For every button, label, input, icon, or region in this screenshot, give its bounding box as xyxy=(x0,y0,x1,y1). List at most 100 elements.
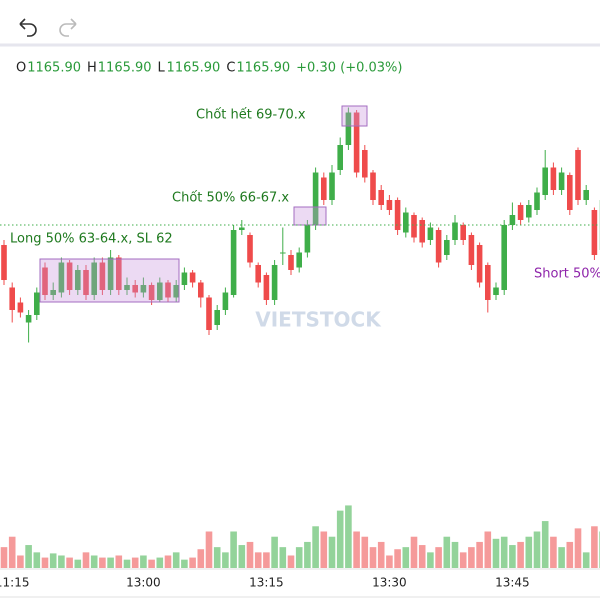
candle-body xyxy=(444,240,450,255)
candle-body xyxy=(592,210,598,255)
volume-bar xyxy=(50,553,57,568)
toolbar xyxy=(0,0,600,44)
volume-bar xyxy=(427,552,434,568)
volume-bar xyxy=(206,532,213,569)
volume-bar xyxy=(534,532,541,569)
volume-bar xyxy=(165,555,172,568)
candle-body xyxy=(370,173,376,201)
candle-body xyxy=(190,273,196,283)
candle-body xyxy=(18,303,24,313)
candle-body xyxy=(264,275,270,300)
volume-bar xyxy=(66,558,73,568)
candle-body xyxy=(231,230,237,295)
annotation: Chốt hết 69-70.x xyxy=(196,108,306,123)
candle-body xyxy=(305,225,311,253)
candle-body xyxy=(206,298,212,331)
volume-bar xyxy=(91,555,98,568)
candle-body xyxy=(477,245,483,283)
volume-bar xyxy=(17,555,24,568)
x-tick-label: 13:30 xyxy=(372,576,407,590)
volume-bar xyxy=(288,555,295,568)
candle-body xyxy=(485,265,491,300)
volume-bar xyxy=(394,549,401,568)
candle-body xyxy=(223,293,229,311)
candle-body xyxy=(583,190,589,200)
candle-body xyxy=(296,253,302,268)
candle-body xyxy=(247,235,253,263)
candle-body xyxy=(403,213,409,233)
volume-bar xyxy=(25,545,32,568)
candle-body xyxy=(501,225,507,290)
volume-bar xyxy=(591,526,598,568)
candle-body xyxy=(428,228,434,241)
x-tick-label: 13:00 xyxy=(126,576,161,590)
volume-bar xyxy=(107,558,114,568)
ohlc-label: L xyxy=(158,61,166,76)
volume-bar xyxy=(304,542,311,568)
volume-bar xyxy=(583,552,590,568)
annotation: Short 50% xyxy=(534,267,600,282)
volume-bar xyxy=(239,545,246,568)
candle-body xyxy=(321,178,327,201)
candle-body xyxy=(567,175,573,210)
candle-body xyxy=(255,265,261,283)
volume-bar xyxy=(42,558,49,568)
volume-bar xyxy=(263,552,270,568)
volume-bar xyxy=(255,552,262,568)
volume-bar xyxy=(411,537,418,568)
candle-body xyxy=(493,288,499,296)
x-tick-label: 13:45 xyxy=(495,576,530,590)
candle-body xyxy=(395,200,401,230)
candle-body xyxy=(182,273,188,286)
candle-body xyxy=(436,230,442,263)
volume-bar xyxy=(501,537,508,568)
watermark: VIETSTOCK xyxy=(255,308,382,332)
candle-body xyxy=(34,293,40,316)
candle-body xyxy=(469,235,475,265)
volume-bar xyxy=(198,549,205,568)
volume-bar xyxy=(132,558,139,568)
ohlc-label: O xyxy=(16,61,26,76)
candle-body xyxy=(280,253,286,254)
volume-bar xyxy=(435,547,442,568)
candle-body xyxy=(26,315,32,323)
candle-body xyxy=(518,205,524,220)
candle-body xyxy=(460,225,466,240)
candle-body xyxy=(575,150,581,200)
candle-body xyxy=(411,215,417,238)
x-tick-label: 13:15 xyxy=(249,576,284,590)
volume-bar xyxy=(460,552,467,568)
volume-bar xyxy=(58,555,65,568)
candle-body xyxy=(272,265,278,300)
candle-body xyxy=(387,200,393,210)
volume-bar xyxy=(99,558,106,568)
volume-bar xyxy=(526,537,533,568)
candle-body xyxy=(337,145,343,170)
ohlc-value: 1165.90 xyxy=(167,61,221,76)
volume-bar xyxy=(271,537,278,568)
volume-bar xyxy=(452,542,459,568)
candle-body xyxy=(214,310,220,325)
take-profit-box xyxy=(294,207,326,225)
candle-body xyxy=(510,215,516,225)
candle-body xyxy=(559,173,565,191)
candle-body xyxy=(362,150,368,178)
volume-bar xyxy=(345,505,352,568)
volume-bar xyxy=(34,552,41,568)
volume-bar xyxy=(296,547,303,568)
volume-bar xyxy=(485,532,492,569)
volume-bar xyxy=(247,542,254,568)
ohlc-label: C xyxy=(226,61,235,76)
volume-bar xyxy=(542,521,549,568)
volume-bar xyxy=(353,532,360,569)
volume-bar xyxy=(509,545,516,568)
volume-bar xyxy=(181,560,188,568)
volume-bar xyxy=(403,547,410,568)
volume-bar xyxy=(9,537,16,568)
volume-bar xyxy=(476,542,483,568)
candle-body xyxy=(198,283,204,298)
volume-bar xyxy=(575,528,582,568)
long-box xyxy=(40,259,179,302)
